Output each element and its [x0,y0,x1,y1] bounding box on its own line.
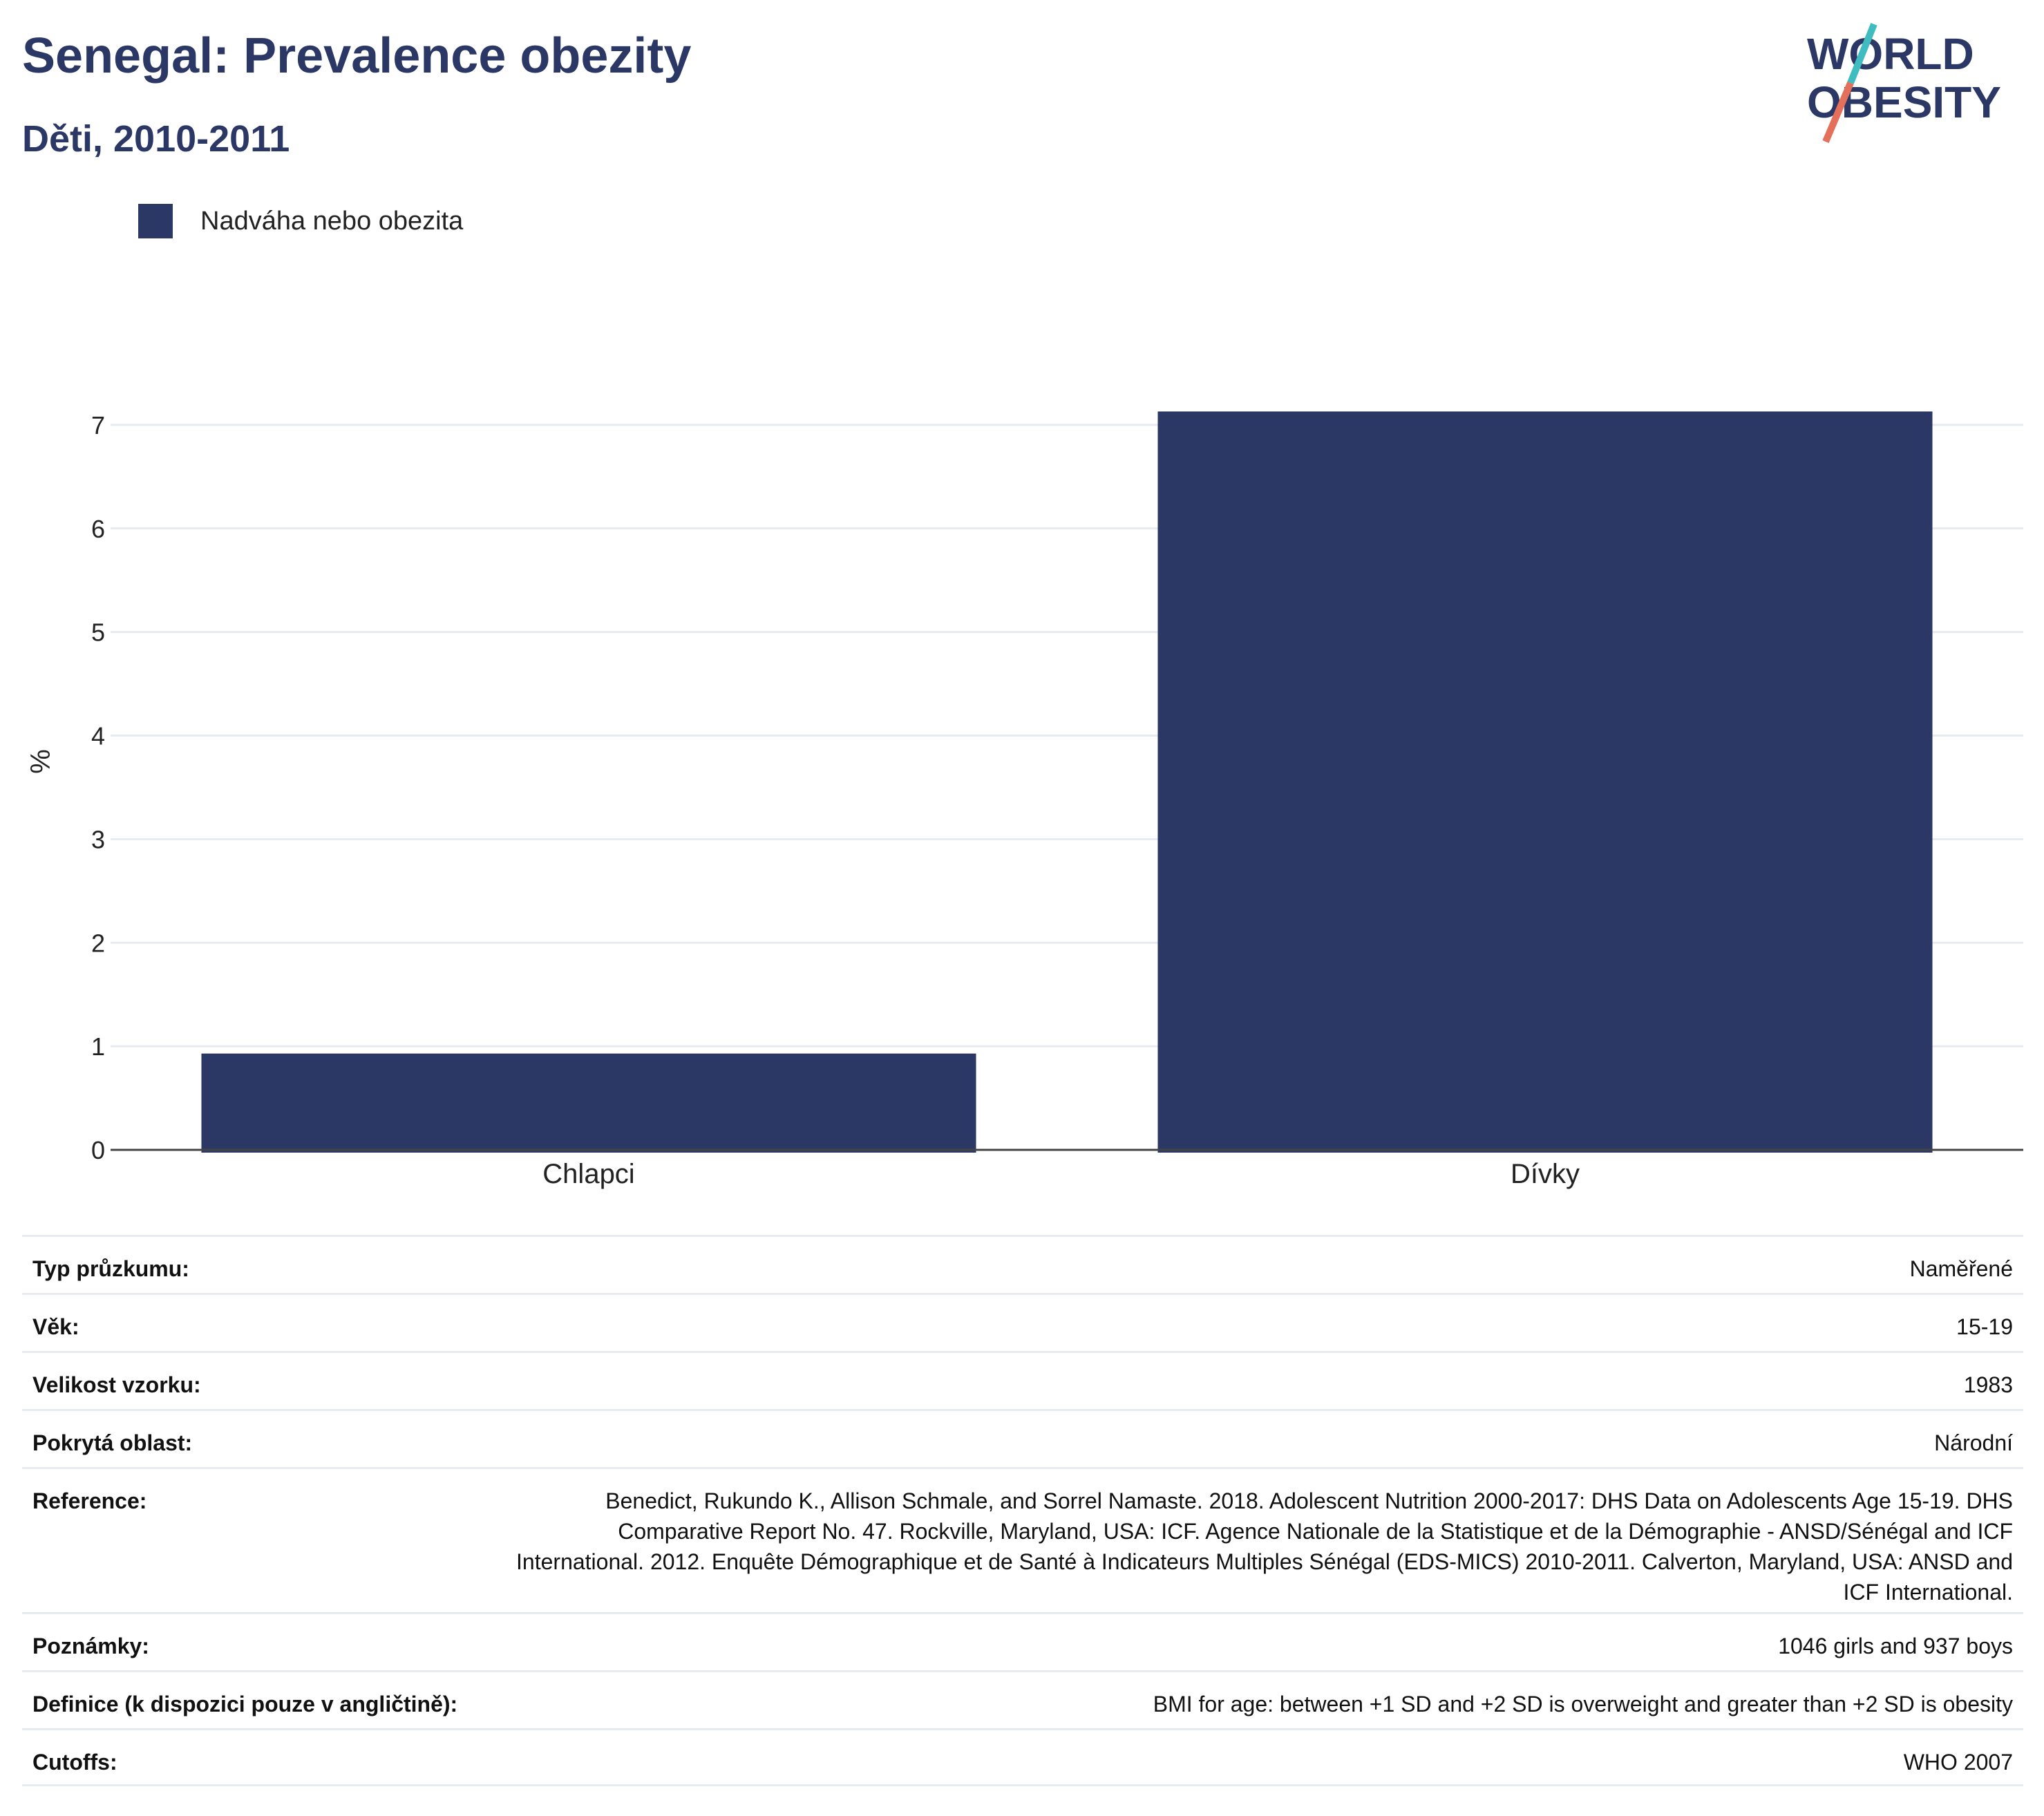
detail-value: 1046 girls and 937 boys [1778,1634,2013,1658]
logo-slash-coral [1822,82,1854,143]
bar-dívky [1157,411,1933,1153]
y-tick-label: 3 [91,825,105,853]
logo-line-1: WORLD [1807,29,1974,79]
detail-row: Cutoffs: WHO 2007 [22,1728,2023,1786]
legend: Nadváha nebo obezita [138,204,463,238]
detail-value: WHO 2007 [1903,1750,2013,1775]
detail-value: Naměřené [1909,1256,2013,1281]
detail-value: Benedict, Rukundo K., Allison Schmale, a… [516,1488,2013,1605]
bar-chlapci [201,1053,976,1153]
detail-label: Reference: [32,1488,147,1513]
detail-label: Pokrytá oblast: [32,1430,193,1455]
survey-details-table: Typ průzkumu: Naměřené Věk: 15-19 Velikost v… [22,1235,2023,1786]
detail-label: Definice (k dispozici pouze v angličtině… [32,1692,458,1716]
legend-label: Nadváha nebo obezita [200,206,464,236]
detail-row: Reference: Benedict, Rukundo K., Allison … [22,1467,2023,1612]
legend-swatch [138,204,173,238]
y-tick-label: 2 [91,929,105,957]
detail-value: 1983 [1963,1372,2013,1397]
detail-label: Poznámky: [32,1634,149,1658]
detail-row: Poznámky: 1046 girls and 937 boys [22,1612,2023,1670]
y-axis-label: % [26,749,56,774]
logo-slash-teal [1847,23,1877,84]
detail-value: 15-19 [1956,1314,2013,1339]
chart-subtitle: Děti, 2010-2011 [22,118,290,160]
detail-label: Velikost vzorku: [32,1372,201,1397]
y-tick-label: 7 [91,411,105,439]
bar-chart: 0 1 2 3 4 5 6 7% Chlapci Dívky [26,411,2023,1189]
y-tick-label: 1 [91,1032,105,1061]
x-tick-label: Chlapci [542,1159,634,1189]
chart-title: Senegal: Prevalence obezity [22,28,692,84]
detail-value: Národní [1934,1430,2013,1455]
x-tick-label: Dívky [1511,1159,1580,1189]
detail-row: Velikost vzorku: 1983 [22,1351,2023,1409]
detail-label: Typ průzkumu: [32,1256,189,1281]
y-tick-label: 0 [91,1136,105,1164]
y-tick-label: 4 [91,722,105,750]
detail-value: BMI for age: between +1 SD and +2 SD is … [1153,1692,2013,1716]
detail-row: Definice (k dispozici pouze v angličtině… [22,1670,2023,1728]
y-tick-label: 6 [91,515,105,543]
detail-label: Věk: [32,1314,79,1339]
world-obesity-logo: WORLD OBESITY [1807,23,2001,143]
detail-row: Věk: 15-19 [22,1293,2023,1351]
detail-label: Cutoffs: [32,1750,117,1775]
detail-row: Pokrytá oblast: Národní [22,1409,2023,1467]
detail-row: Typ průzkumu: Naměřené [22,1235,2023,1293]
y-tick-label: 5 [91,618,105,647]
